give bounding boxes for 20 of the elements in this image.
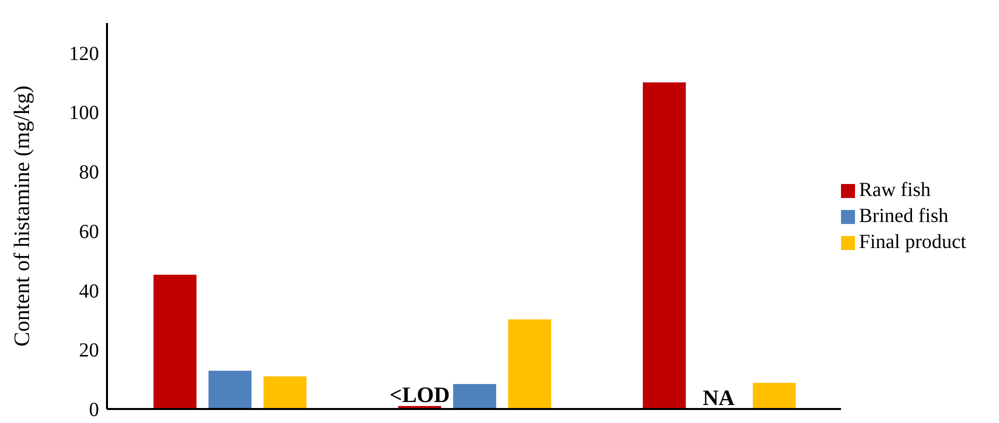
text: NA <box>702 385 735 410</box>
data-label: <LOD <box>390 382 450 408</box>
y-tick-label: 20 <box>79 340 99 362</box>
y-tick-label: 120 <box>69 42 99 65</box>
y-axis-title: Content of histamine (mg/kg) <box>8 86 34 346</box>
y-tick-label: 0 <box>89 399 99 422</box>
bar <box>263 376 306 409</box>
bar <box>642 82 686 409</box>
bar <box>453 384 496 409</box>
y-tick-label: 60 <box>79 220 99 243</box>
legend-label: Raw fish <box>859 178 931 200</box>
bar <box>208 370 252 409</box>
y-tick-label: 100 <box>69 102 99 124</box>
bar <box>153 274 196 409</box>
bar <box>508 319 552 409</box>
y-tick-label: 40 <box>79 280 99 302</box>
bar <box>752 382 796 409</box>
y-tick-label: 80 <box>79 162 99 184</box>
legend-label: Final product <box>859 230 966 252</box>
legend-label: Brined fish <box>859 204 948 226</box>
